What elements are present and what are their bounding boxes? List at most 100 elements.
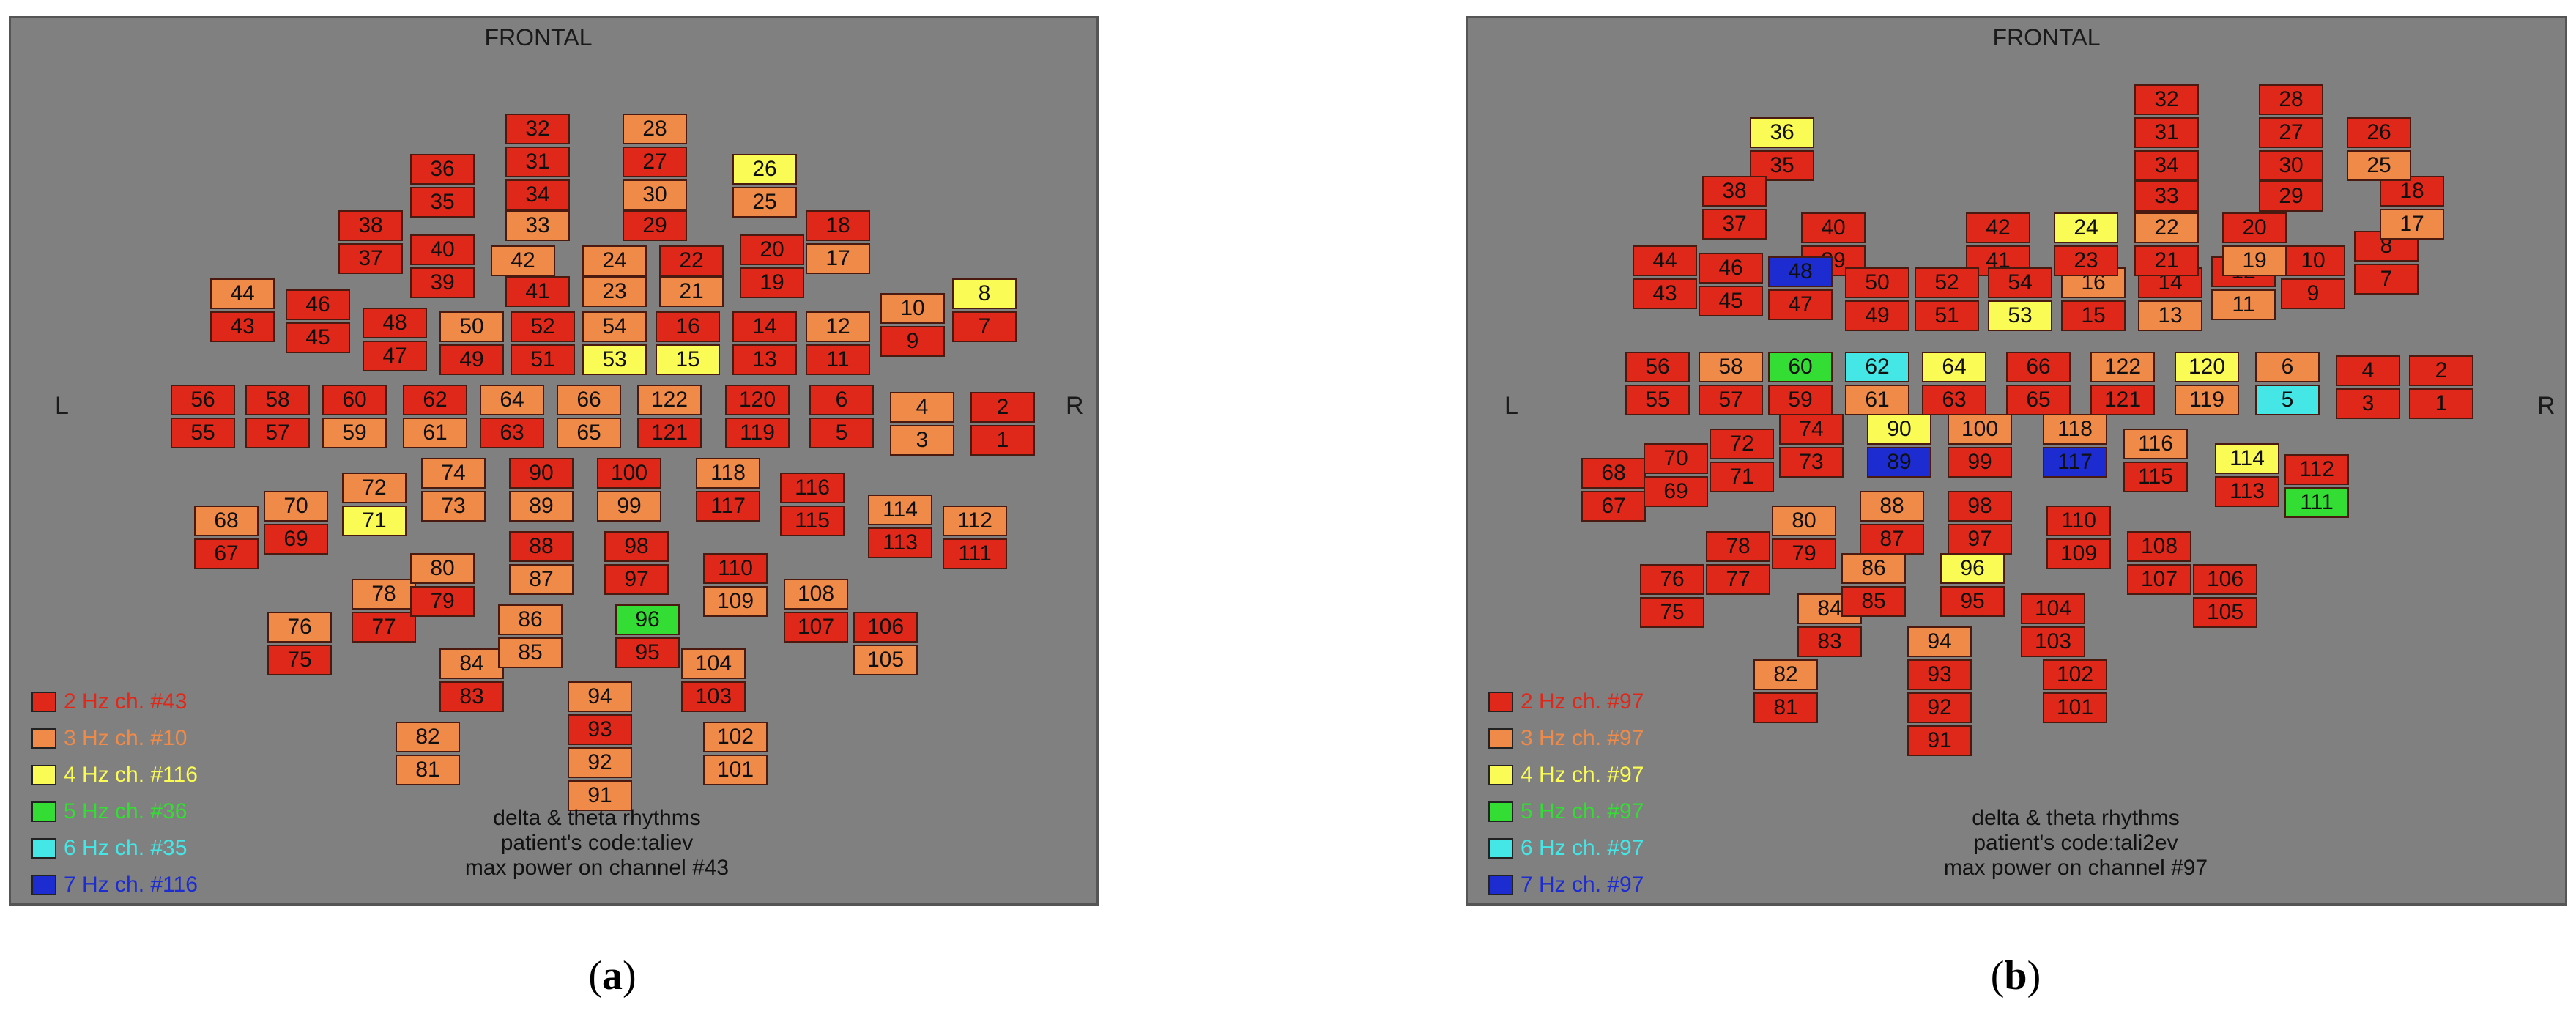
- electrode-channel-106: 106: [853, 612, 918, 643]
- electrode-channel-22: 22: [2134, 212, 2199, 243]
- legend-label: 4 Hz ch. #116: [64, 763, 198, 787]
- electrode-channel-66: 66: [557, 385, 621, 415]
- electrode-channel-11: 11: [2211, 289, 2276, 320]
- caption-line: patient's code:taliev: [500, 831, 694, 855]
- electrode-channel-95: 95: [615, 637, 680, 668]
- electrode-channel-2: 2: [2409, 355, 2473, 386]
- electrode-channel-32: 32: [2134, 84, 2199, 115]
- electrode-channel-44: 44: [210, 278, 275, 309]
- electrode-channel-118: 118: [696, 458, 760, 489]
- electrode-channel-93: 93: [1907, 659, 1972, 690]
- electrode-channel-67: 67: [1581, 491, 1646, 522]
- electrode-channel-92: 92: [568, 747, 632, 778]
- electrode-channel-103: 103: [681, 681, 746, 712]
- electrode-channel-85: 85: [498, 637, 563, 668]
- electrode-channel-78: 78: [352, 579, 416, 610]
- electrode-channel-15: 15: [656, 344, 720, 375]
- electrode-channel-48: 48: [1768, 256, 1833, 287]
- right-hemisphere-label: R: [2537, 392, 2555, 420]
- electrode-channel-34: 34: [505, 179, 570, 210]
- electrode-channel-49: 49: [439, 344, 504, 375]
- electrode-channel-52: 52: [511, 311, 575, 342]
- electrode-channel-57: 57: [245, 418, 310, 448]
- legend-swatch: [1488, 875, 1513, 895]
- electrode-channel-53: 53: [1988, 300, 2052, 331]
- electrode-channel-122: 122: [2090, 352, 2155, 382]
- legend-swatch: [1488, 728, 1513, 749]
- electrode-channel-112: 112: [943, 506, 1007, 536]
- legend-swatch: [31, 765, 56, 785]
- electrode-channel-101: 101: [2043, 692, 2107, 723]
- electrode-channel-88: 88: [509, 531, 574, 562]
- right-hemisphere-label: R: [1066, 392, 1084, 420]
- electrode-channel-87: 87: [509, 564, 574, 595]
- electrode-channel-4: 4: [890, 392, 954, 423]
- electrode-channel-23: 23: [582, 276, 647, 307]
- electrode-channel-15: 15: [2061, 300, 2126, 331]
- electrode-channel-91: 91: [1907, 725, 1972, 756]
- electrode-channel-68: 68: [194, 506, 259, 536]
- electrode-channel-95: 95: [1940, 586, 2005, 617]
- electrode-channel-66: 66: [2006, 352, 2071, 382]
- electrode-channel-41: 41: [505, 276, 570, 307]
- electrode-channel-83: 83: [439, 681, 504, 712]
- electrode-channel-60: 60: [1768, 352, 1833, 382]
- electrode-channel-115: 115: [2123, 462, 2188, 492]
- electrode-channel-37: 37: [1702, 209, 1767, 240]
- electrode-channel-45: 45: [286, 322, 350, 353]
- electrode-channel-28: 28: [2259, 84, 2323, 115]
- electrode-channel-103: 103: [2021, 626, 2085, 657]
- electrode-channel-22: 22: [659, 245, 724, 276]
- electrode-channel-84: 84: [439, 648, 504, 679]
- electrode-channel-13: 13: [732, 344, 797, 375]
- electrode-channel-24: 24: [2054, 212, 2118, 243]
- electrode-channel-73: 73: [1779, 447, 1844, 478]
- electrode-channel-43: 43: [1633, 278, 1697, 309]
- electrode-channel-75: 75: [267, 645, 332, 675]
- electrode-channel-104: 104: [2021, 593, 2085, 624]
- electrode-channel-107: 107: [2127, 564, 2191, 595]
- electrode-channel-51: 51: [511, 344, 575, 375]
- left-hemisphere-label: L: [1504, 392, 1518, 420]
- electrode-channel-12: 12: [806, 311, 870, 342]
- legend-label: 5 Hz ch. #97: [1521, 799, 1644, 823]
- electrode-channel-54: 54: [582, 311, 647, 342]
- electrode-channel-100: 100: [1948, 414, 2012, 445]
- electrode-channel-18: 18: [806, 210, 870, 241]
- legend-swatch: [31, 728, 56, 749]
- electrode-channel-31: 31: [505, 147, 570, 177]
- electrode-channel-71: 71: [342, 506, 407, 536]
- electrode-channel-122: 122: [637, 385, 702, 415]
- electrode-channel-85: 85: [1841, 586, 1906, 617]
- electrode-channel-9: 9: [880, 326, 945, 357]
- electrode-channel-74: 74: [1779, 414, 1844, 445]
- electrode-channel-47: 47: [363, 341, 427, 371]
- electrode-channel-72: 72: [342, 473, 407, 503]
- electrode-channel-48: 48: [363, 308, 427, 338]
- electrode-channel-88: 88: [1860, 491, 1924, 522]
- electrode-channel-90: 90: [1867, 414, 1931, 445]
- caption: delta & theta rhythms patient's code:tali…: [465, 806, 729, 881]
- legend-label: 6 Hz ch. #97: [1521, 836, 1644, 860]
- electrode-channel-90: 90: [509, 458, 574, 489]
- electrode-channel-109: 109: [703, 586, 768, 617]
- electrode-channel-5: 5: [2255, 385, 2320, 415]
- electrode-channel-79: 79: [1772, 538, 1836, 569]
- electrode-channel-38: 38: [338, 210, 403, 241]
- electrode-channel-55: 55: [1625, 385, 1690, 415]
- electrode-channel-39: 39: [410, 267, 475, 298]
- electrode-channel-38: 38: [1702, 176, 1767, 207]
- electrode-channel-119: 119: [725, 418, 790, 448]
- electrode-channel-109: 109: [2046, 538, 2111, 569]
- legend-swatch: [31, 838, 56, 859]
- electrode-channel-120: 120: [725, 385, 790, 415]
- electrode-channel-21: 21: [659, 276, 724, 307]
- electrode-channel-4: 4: [2336, 355, 2400, 386]
- electrode-channel-23: 23: [2054, 245, 2118, 276]
- legend-label: 7 Hz ch. #97: [1521, 873, 1644, 897]
- caption-line: delta & theta rhythms: [1972, 806, 2180, 830]
- electrode-channel-27: 27: [623, 147, 687, 177]
- electrode-channel-89: 89: [1867, 447, 1931, 478]
- electrode-channel-100: 100: [597, 458, 661, 489]
- electrode-channel-94: 94: [1907, 626, 1972, 657]
